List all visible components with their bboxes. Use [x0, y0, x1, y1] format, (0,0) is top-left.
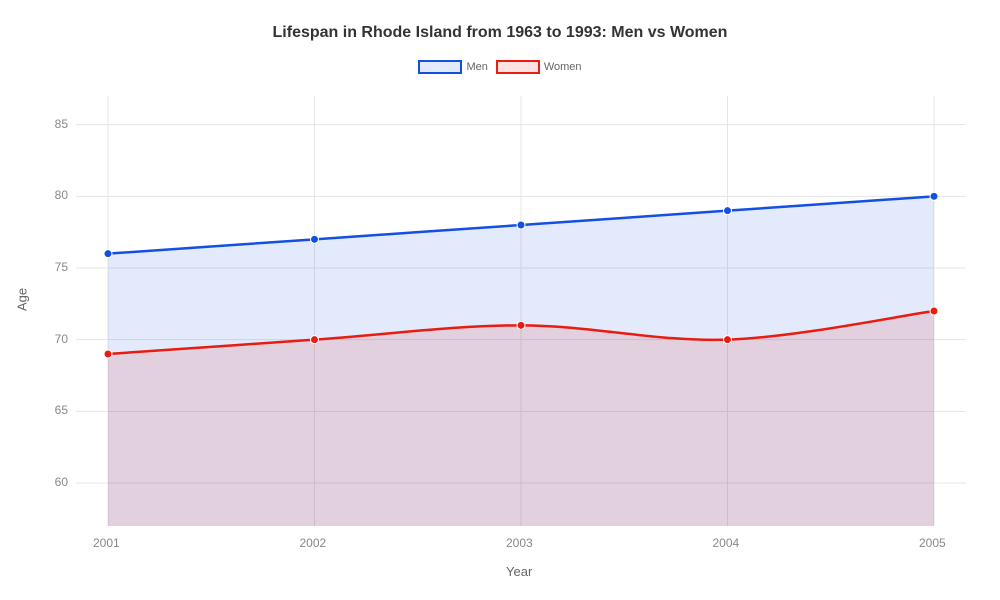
x-tick-label: 2004	[713, 536, 740, 550]
x-tick-label: 2003	[506, 536, 533, 550]
legend-label: Women	[544, 61, 582, 73]
y-axis-label: Age	[15, 288, 30, 311]
legend-item-women[interactable]: Women	[496, 60, 582, 74]
chart-svg	[76, 96, 966, 526]
x-tick-label: 2002	[300, 536, 327, 550]
legend-label: Men	[466, 61, 487, 73]
data-point[interactable]	[930, 307, 938, 315]
data-point[interactable]	[724, 336, 732, 344]
y-tick-label: 85	[55, 117, 68, 131]
y-tick-label: 60	[55, 475, 68, 489]
y-tick-label: 65	[55, 403, 68, 417]
data-point[interactable]	[517, 321, 525, 329]
chart-title: Lifespan in Rhode Island from 1963 to 19…	[0, 24, 1000, 42]
data-point[interactable]	[930, 192, 938, 200]
legend: Men Women	[0, 60, 1000, 74]
chart-container: Lifespan in Rhode Island from 1963 to 19…	[0, 0, 1000, 600]
data-point[interactable]	[724, 207, 732, 215]
data-point[interactable]	[311, 336, 319, 344]
y-tick-label: 80	[55, 188, 68, 202]
y-tick-label: 70	[55, 332, 68, 346]
x-tick-label: 2001	[93, 536, 120, 550]
data-point[interactable]	[517, 221, 525, 229]
plot-area	[76, 96, 966, 526]
data-point[interactable]	[311, 235, 319, 243]
legend-swatch-icon	[418, 60, 462, 74]
x-axis-label: Year	[506, 564, 532, 579]
data-point[interactable]	[104, 350, 112, 358]
data-point[interactable]	[104, 250, 112, 258]
y-tick-label: 75	[55, 260, 68, 274]
legend-item-men[interactable]: Men	[418, 60, 487, 74]
legend-swatch-icon	[496, 60, 540, 74]
x-tick-label: 2005	[919, 536, 946, 550]
